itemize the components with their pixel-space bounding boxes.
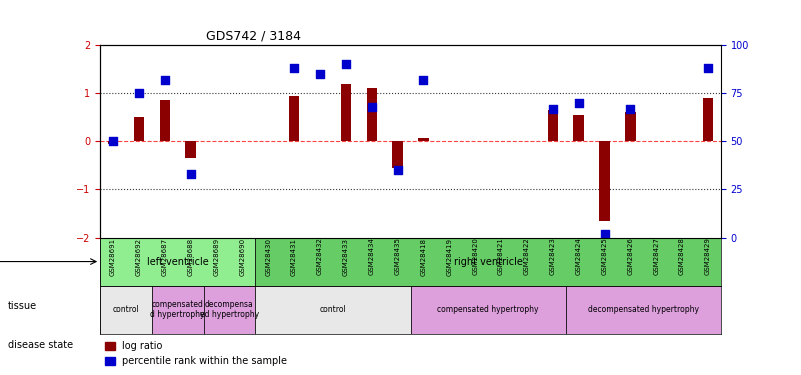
FancyBboxPatch shape [256,286,410,334]
Point [702,65,714,71]
Text: decompensated hypertrophy: decompensated hypertrophy [588,305,698,314]
FancyBboxPatch shape [566,286,721,334]
Bar [392,141,403,168]
Bar [186,141,195,158]
Point [313,71,326,77]
Bar [599,141,610,220]
FancyBboxPatch shape [410,286,566,334]
Bar [340,84,351,141]
Bar [626,112,635,141]
Point [159,76,171,82]
Text: left ventricle: left ventricle [147,256,208,267]
Point [417,76,430,82]
Text: decompensa
ed hypertrophy: decompensa ed hypertrophy [200,300,259,320]
Bar [134,117,144,141]
Text: control: control [113,305,139,314]
Point [572,100,585,106]
Point [107,138,119,144]
Bar [574,115,584,141]
Text: right ventricle: right ventricle [453,256,522,267]
Text: control: control [320,305,346,314]
Text: disease state: disease state [8,340,73,350]
Legend: log ratio, percentile rank within the sample: log ratio, percentile rank within the sa… [101,338,292,370]
FancyBboxPatch shape [100,286,152,334]
Text: GDS742 / 3184: GDS742 / 3184 [206,30,300,42]
Point [132,90,145,96]
Point [288,65,300,71]
Text: tissue: tissue [8,301,37,310]
FancyBboxPatch shape [256,237,721,286]
Bar [548,110,558,141]
Text: compensated
d hypertrophy: compensated d hypertrophy [151,300,205,320]
Bar [418,138,429,141]
Text: compensated hypertrophy: compensated hypertrophy [437,305,539,314]
Bar [367,88,377,141]
Point [598,231,611,237]
Point [184,171,197,177]
FancyBboxPatch shape [100,237,256,286]
Point [365,104,378,110]
FancyBboxPatch shape [152,286,203,334]
Point [546,105,559,111]
Bar [702,98,713,141]
Bar [289,96,300,141]
Point [624,105,637,111]
FancyBboxPatch shape [203,286,256,334]
Point [391,167,404,173]
Point [340,61,352,67]
Bar [108,141,119,144]
Bar [159,100,170,141]
